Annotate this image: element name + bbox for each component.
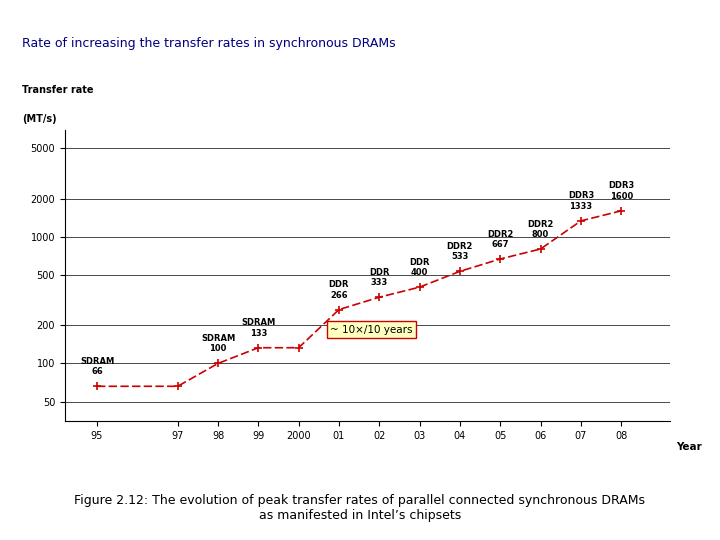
Text: SDRAM
100: SDRAM 100 bbox=[201, 334, 235, 353]
Text: DDR2
667: DDR2 667 bbox=[487, 230, 513, 249]
Text: ~ 10×/10 years: ~ 10×/10 years bbox=[330, 325, 413, 335]
Text: SDRAM
133: SDRAM 133 bbox=[241, 318, 276, 338]
Text: DDR
333: DDR 333 bbox=[369, 268, 390, 287]
Text: DDR2
533: DDR2 533 bbox=[446, 242, 473, 261]
Text: SDRAM
66: SDRAM 66 bbox=[80, 357, 114, 376]
Text: DDR3
1333: DDR3 1333 bbox=[568, 192, 594, 211]
Text: Transfer rate: Transfer rate bbox=[22, 85, 94, 94]
Text: DDR3
1600: DDR3 1600 bbox=[608, 181, 634, 201]
Text: Figure 2.12: The evolution of peak transfer rates of parallel connected synchron: Figure 2.12: The evolution of peak trans… bbox=[74, 494, 646, 522]
Text: DDR2
800: DDR2 800 bbox=[527, 220, 554, 239]
Text: DDR
400: DDR 400 bbox=[410, 258, 430, 277]
Text: Rate of increasing the transfer rates in synchronous DRAMs: Rate of increasing the transfer rates in… bbox=[22, 37, 395, 51]
Text: 2.3.2.3 Speed grades (3): 2.3.2.3 Speed grades (3) bbox=[235, 6, 485, 24]
Text: DDR
266: DDR 266 bbox=[329, 280, 349, 300]
Text: (MT/s): (MT/s) bbox=[22, 114, 57, 124]
Text: Year: Year bbox=[675, 442, 701, 451]
